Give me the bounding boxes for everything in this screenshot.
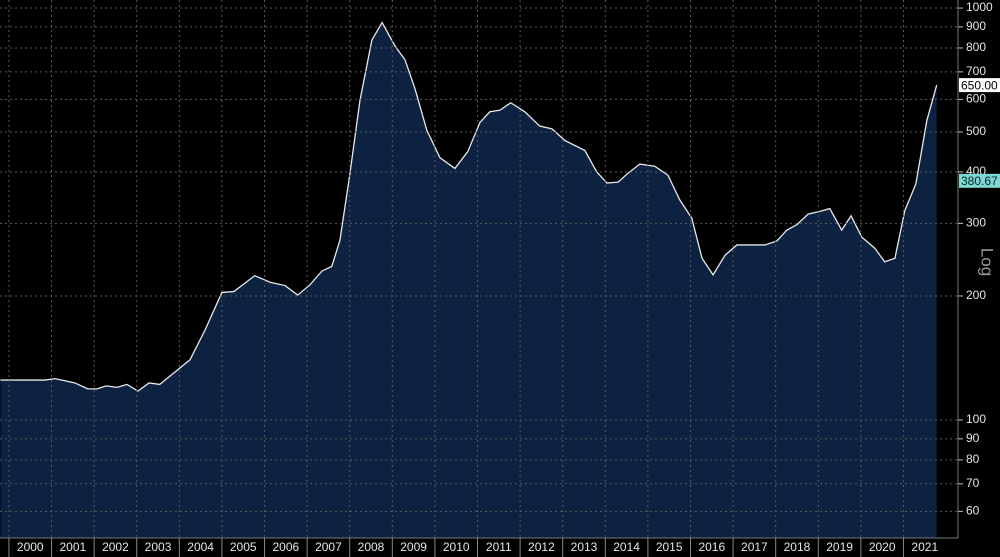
y-tick-label: 70 <box>966 476 980 490</box>
x-tick-label: 2017 <box>741 540 768 554</box>
x-tick-label: 2019 <box>826 540 853 554</box>
y-axis-label: Log <box>978 248 997 276</box>
x-tick-label: 2006 <box>272 540 299 554</box>
x-tick-label: 2013 <box>571 540 598 554</box>
x-tick-label: 2008 <box>358 540 385 554</box>
line <box>0 21 938 392</box>
y-tick-label: 1000 <box>966 0 993 14</box>
value-tag-label: 380.67 <box>961 174 998 188</box>
x-tick-label: 2014 <box>613 540 640 554</box>
y-tick-label: 300 <box>966 216 986 230</box>
x-tick-label: 2002 <box>102 540 129 554</box>
y-tick-label: 500 <box>966 124 986 138</box>
x-tick-label: 2001 <box>59 540 86 554</box>
x-tick-label: 2012 <box>528 540 555 554</box>
x-tick-label: 2015 <box>656 540 683 554</box>
x-axis-band <box>0 538 1000 557</box>
y-tick-label: 60 <box>966 504 980 518</box>
y-tick-label: 900 <box>966 19 986 33</box>
value-tag-label: 650.00 <box>961 78 998 92</box>
value-tag <box>959 173 1000 188</box>
x-tick-label: 2020 <box>869 540 896 554</box>
x-tick-label: 2016 <box>698 540 725 554</box>
x-tick-label: 2021 <box>911 540 938 554</box>
x-tick-label: 2009 <box>400 540 427 554</box>
x-tick-label: 2011 <box>486 540 512 554</box>
y-tick-label: 90 <box>966 431 980 445</box>
value-tag <box>959 78 1000 93</box>
y-tick-label: 100 <box>966 412 986 426</box>
x-tick-label: 2005 <box>230 540 257 554</box>
x-tick-label: 2018 <box>784 540 811 554</box>
x-tick-label: 2000 <box>17 540 44 554</box>
y-tick-label: 700 <box>966 64 986 78</box>
y-tick-label: 600 <box>966 92 986 106</box>
x-tick-label: 2010 <box>443 540 470 554</box>
plot <box>0 0 958 538</box>
x-tick-label: 2003 <box>145 540 172 554</box>
x-tick-label: 2004 <box>187 540 214 554</box>
area <box>0 22 937 538</box>
x-tick-label: 2007 <box>315 540 342 554</box>
y-tick-label: 80 <box>966 452 980 466</box>
y-tick-label: 200 <box>966 288 986 302</box>
y-tick-label: 800 <box>966 40 986 54</box>
